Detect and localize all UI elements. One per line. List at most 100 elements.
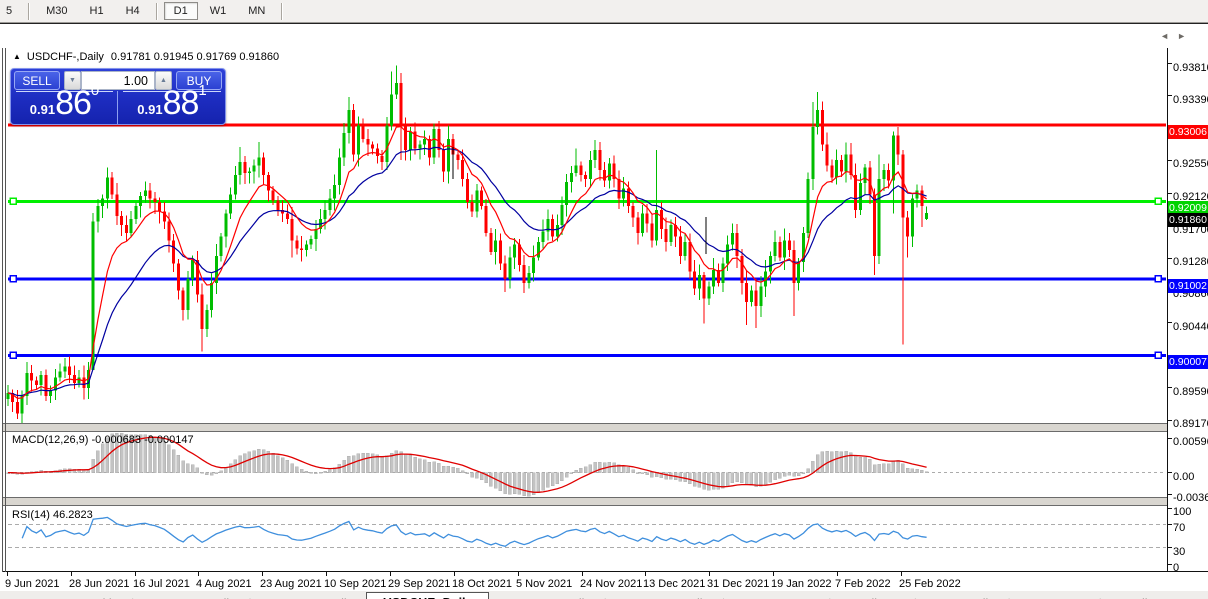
candle-body xyxy=(15,402,19,414)
candle-body xyxy=(532,257,536,273)
horizontal-level-line[interactable] xyxy=(8,353,1166,357)
panel-separator[interactable] xyxy=(2,423,1167,432)
candle-body xyxy=(513,244,517,258)
timeframe-button-h4[interactable]: H4 xyxy=(125,5,140,17)
sell-price-display[interactable]: 0.91860 xyxy=(12,82,118,124)
macd-label: MACD(12,26,9) -0.000683 -0.000147 xyxy=(12,434,194,446)
timeframe-button-5[interactable]: 5 xyxy=(6,5,13,17)
candle-body xyxy=(356,125,360,155)
macd-histogram-bar xyxy=(593,462,597,473)
chevron-up-icon: ▲ xyxy=(160,77,167,84)
macd-histogram-bar xyxy=(475,472,479,479)
timeframe-button-d1[interactable]: D1 xyxy=(163,2,198,20)
horizontal-level-line[interactable] xyxy=(8,123,1166,127)
macd-histogram-bar xyxy=(271,452,275,473)
candle-body xyxy=(858,182,862,210)
chart-tab-usdcad-daily[interactable]: USDCAD-,Daily xyxy=(489,594,603,599)
macd-histogram-bar xyxy=(726,472,730,486)
timeframe-button-m30[interactable]: M30 xyxy=(46,5,68,17)
candle-body xyxy=(58,371,62,378)
date-tick-label: 13 Dec 2021 xyxy=(643,578,706,590)
macd-histogram-bar xyxy=(546,472,550,488)
chart-tab-usdcnh-daily[interactable]: USDCNH-,Daily xyxy=(607,594,722,599)
chart-tab-uk100-h1[interactable]: UK100-,H1 xyxy=(1011,594,1099,599)
candle-body xyxy=(314,229,318,240)
candle-body xyxy=(901,154,905,218)
volume-increase-button[interactable]: ▲ xyxy=(155,71,172,90)
macd-histogram-bar xyxy=(905,467,910,473)
tabs-scroll-right-icon[interactable]: ► xyxy=(1177,31,1194,41)
candle-body xyxy=(214,255,218,283)
candle-body xyxy=(773,242,777,256)
chart-tab-xauusd-m5[interactable]: XAUUSD-,M5 xyxy=(725,594,828,599)
macd-panel-chart[interactable] xyxy=(0,428,1167,499)
macd-histogram-bar xyxy=(413,457,417,473)
line-handle-marker[interactable] xyxy=(9,275,17,283)
line-handle-marker[interactable] xyxy=(9,351,17,360)
macd-histogram-bar xyxy=(328,469,332,473)
macd-histogram-bar xyxy=(763,472,768,485)
volume-decrease-button[interactable]: ▼ xyxy=(64,71,81,90)
chart-window[interactable]: ▲ USDCHF-,Daily 0.91781 0.91945 0.91769 0.… xyxy=(0,23,1208,599)
symbol-period-label: USDCHF-,Daily xyxy=(26,51,104,63)
line-handle-marker[interactable] xyxy=(1154,275,1162,283)
macd-histogram-bar xyxy=(730,472,735,483)
candle-body xyxy=(759,286,763,306)
chart-tab-dj30-daily[interactable]: DJ30-,Daily xyxy=(917,594,1008,599)
candle-body xyxy=(693,271,697,289)
panel-separator[interactable] xyxy=(2,497,1167,506)
timeframe-button-w1[interactable]: W1 xyxy=(209,5,227,17)
macd-histogram-bar xyxy=(688,472,692,484)
candle-body xyxy=(219,236,223,256)
timeframe-button-mn[interactable]: MN xyxy=(248,5,266,17)
sell-button[interactable]: SELL xyxy=(14,71,60,90)
line-handle-marker[interactable] xyxy=(9,197,17,206)
macd-histogram-bar xyxy=(692,472,697,487)
chart-tab-usdchf-daily[interactable]: USDCHF-,Daily xyxy=(365,592,490,599)
candle-body xyxy=(158,202,162,212)
rsi-panel-chart[interactable] xyxy=(0,500,1167,571)
collapse-icon[interactable]: ▲ xyxy=(13,52,21,61)
chart-tab-ukoil-h4[interactable]: UKOil-,H4 xyxy=(831,594,913,599)
chart-tab-eurusd-daily[interactable]: EURUSD-,Daily xyxy=(134,594,248,599)
macd-histogram-bar xyxy=(915,468,919,473)
macd-histogram-bar xyxy=(588,464,593,473)
candle-body xyxy=(423,139,427,145)
candle-body xyxy=(361,125,365,140)
macd-histogram-bar xyxy=(224,467,228,473)
horizontal-level-line[interactable] xyxy=(8,277,1166,281)
candle-body xyxy=(252,165,256,172)
macd-histogram-bar xyxy=(190,464,195,473)
chart-tab-usdx-weekly[interactable]: USDX,Weekly xyxy=(26,594,131,599)
line-handle-marker[interactable] xyxy=(1154,351,1162,360)
indicator-line xyxy=(7,436,927,493)
candle-body xyxy=(574,165,578,173)
main-price-chart[interactable] xyxy=(0,48,1167,428)
buy-button[interactable]: BUY xyxy=(176,71,222,90)
candle-body xyxy=(124,225,128,233)
candle-body xyxy=(645,213,649,224)
axis-tick-label: 30 xyxy=(1173,545,1186,558)
candle-body xyxy=(849,154,853,176)
candle-body xyxy=(6,392,10,399)
timeframe-button-h1[interactable]: H1 xyxy=(89,5,104,17)
chart-tab-usoil-h1[interactable]: USOil-,H1 xyxy=(1102,594,1184,599)
macd-histogram-bar xyxy=(290,463,294,473)
horizontal-level-line[interactable] xyxy=(8,199,1166,203)
line-handle-marker[interactable] xyxy=(1154,197,1162,206)
macd-histogram-bar xyxy=(124,434,129,473)
candle-body xyxy=(612,163,616,180)
macd-histogram-bar xyxy=(617,464,621,473)
macd-histogram-bar xyxy=(314,472,318,474)
chart-tab-audusd-daily[interactable]: AUDUSD-,Daily xyxy=(252,594,366,599)
volume-input[interactable] xyxy=(81,71,155,90)
tab-scroll-arrows[interactable]: ◄► xyxy=(1160,31,1194,41)
candle-body xyxy=(72,375,76,383)
macd-histogram-bar xyxy=(119,433,124,473)
buy-price-display[interactable]: 0.91881 xyxy=(119,82,225,124)
date-tick-label: 28 Jun 2021 xyxy=(69,578,130,590)
candle-body xyxy=(839,159,843,172)
candle-body xyxy=(626,188,630,206)
tabs-scroll-left-icon[interactable]: ◄ xyxy=(1160,31,1178,41)
